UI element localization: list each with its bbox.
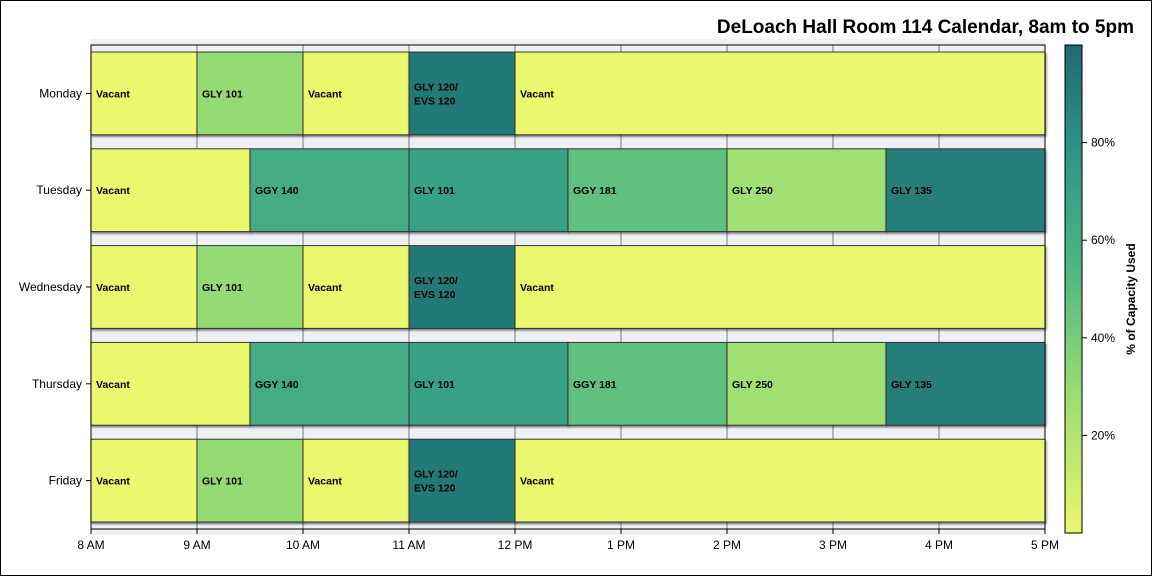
bar[interactable] [567,341,728,426]
row-gap-band [91,135,1045,148]
bar[interactable] [90,51,198,136]
bar[interactable] [408,51,516,136]
y-tick-label: Monday [39,86,82,100]
bar-label: EVS 120 [414,95,456,107]
bar-label: GLY 135 [891,185,932,197]
plot-border [90,44,1046,530]
bar[interactable] [302,245,410,329]
bar-label: GLY 120/ [414,469,458,481]
colorbar-tick-label: 40% [1091,331,1115,345]
bar-label: GGY 181 [573,379,617,391]
bar-label: Vacant [96,88,130,100]
bar-label: Vacant [96,185,130,197]
bar[interactable] [408,148,569,233]
bar-label: GLY 101 [202,282,243,294]
day-row-tuesday: Vacant GGY 140 GLY 101 GGY 181 GLY 250 GLY 13… [90,148,1046,233]
colorbar-tick-label: 60% [1091,233,1115,247]
row-gap-band [91,232,1045,245]
bar-label: Vacant [520,282,554,294]
bar[interactable] [885,341,1046,426]
bar[interactable] [249,341,410,426]
bar[interactable] [90,438,198,523]
x-tick-label: 3 PM [819,538,847,552]
bar-label: Vacant [308,88,342,100]
bar-label: GLY 135 [891,379,932,391]
x-tick-label: 2 PM [713,538,741,552]
bar-label: GLY 101 [414,379,455,391]
x-tick-label: 4 PM [925,538,953,552]
bar-label: Vacant [520,476,554,488]
bar-label: GLY 120/ [414,275,458,287]
y-tick-label: Thursday [32,377,82,391]
bar[interactable] [726,148,887,233]
bar[interactable] [196,438,304,523]
bar[interactable] [514,245,1046,329]
y-tick-label: Tuesday [36,183,82,197]
bar[interactable] [196,51,304,136]
x-tick-label: 10 AM [286,538,320,552]
bar-label: GLY 120/ [414,81,458,93]
bar-label: GLY 101 [202,476,243,488]
bar[interactable] [567,148,728,233]
bar[interactable] [514,51,1046,136]
bar-label: EVS 120 [414,289,456,301]
bar-label: Vacant [520,88,554,100]
x-tick-label: 5 PM [1031,538,1059,552]
colorbar-gradient [1064,44,1083,534]
x-tick-label: 9 AM [183,538,210,552]
day-row-thursday: Vacant GGY 140 GLY 101 GGY 181 GLY 250 GLY 13… [90,341,1046,426]
y-tick-label: Friday [49,474,82,488]
day-row-wednesday: Vacant GLY 101 Vacant GLY 120/EVS 120 Vacant [90,245,1046,329]
x-tick-label: 8 AM [77,538,104,552]
bar-label: EVS 120 [414,483,456,495]
bar-label: Vacant [96,476,130,488]
bar[interactable] [302,51,410,136]
bar[interactable] [514,438,1046,523]
colorbar-title: % of Capacity Used [1124,243,1138,354]
colorbar: 20% 40% 60% 80% % of Capacity Used [1064,44,1138,534]
bar[interactable] [408,245,516,329]
bar-label: Vacant [308,476,342,488]
bar-label: GLY 101 [414,185,455,197]
bar-label: GLY 101 [202,88,243,100]
bar-label: Vacant [96,379,130,391]
bar[interactable] [90,148,251,233]
colorbar-tick-label: 20% [1091,428,1115,442]
bar[interactable] [196,245,304,329]
bar-label: GLY 250 [732,379,773,391]
colorbar-tick-label: 80% [1091,136,1115,150]
bar-label: Vacant [96,282,130,294]
bar[interactable] [408,341,569,426]
bar-label: GLY 250 [732,185,773,197]
x-tick-label: 12 PM [498,538,533,552]
chart-title: DeLoach Hall Room 114 Calendar, 8am to 5… [717,17,1134,38]
x-tick-label: 11 AM [392,538,425,552]
bar-label: GGY 140 [255,379,299,391]
bar-label: Vacant [308,282,342,294]
x-tick-label: 1 PM [607,538,635,552]
bar-label: GGY 140 [255,185,299,197]
bar-label: GGY 181 [573,185,617,197]
day-row-friday: Vacant GLY 101 Vacant GLY 120/EVS 120 Vacant [90,438,1046,523]
bar[interactable] [885,148,1046,233]
row-gap-band [91,426,1045,439]
y-tick-label: Wednesday [19,280,82,294]
bar[interactable] [90,245,198,329]
day-row-monday: Vacant GLY 101 Vacant GLY 120/EVS 120 Vacant [90,51,1046,136]
row-gap-band [91,329,1045,342]
bar[interactable] [726,341,887,426]
